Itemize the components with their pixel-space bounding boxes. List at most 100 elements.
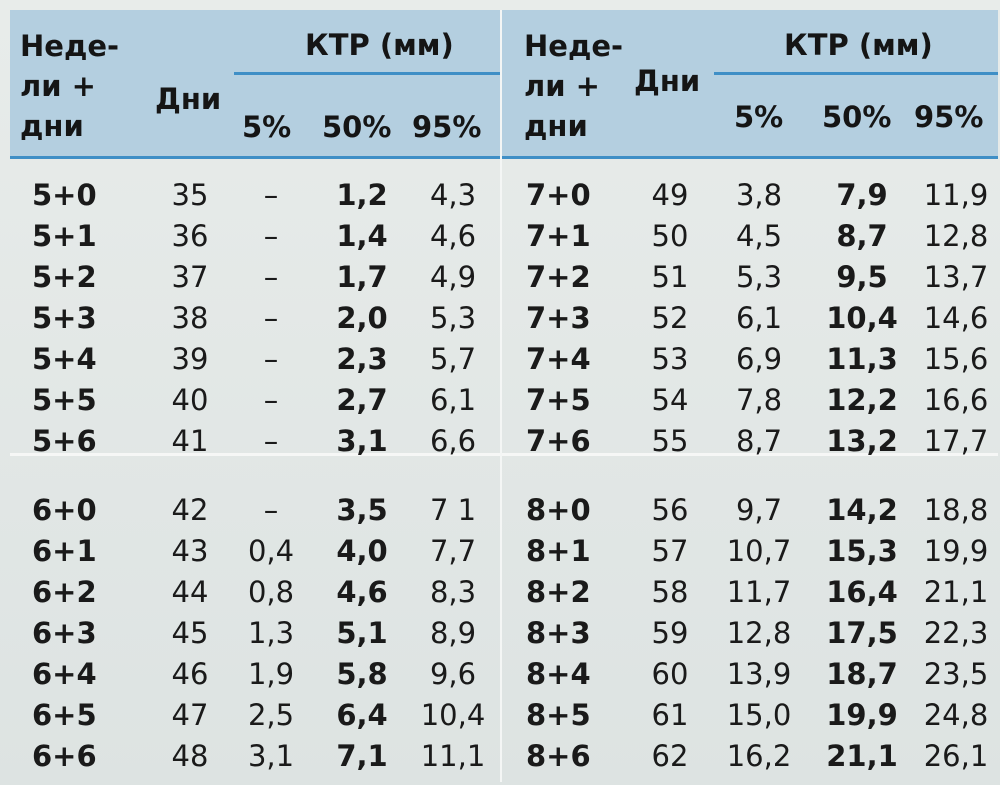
cell-days: 59 [651, 616, 689, 650]
table-row: 6+4 46 1,9 5,8 9,6 [10, 654, 500, 695]
table-row: 7+6 55 8,7 13,2 17,7 [502, 421, 998, 462]
cell-p95: 4,6 [429, 219, 477, 253]
cell-p5: – [263, 219, 279, 253]
header-p5: 5% [242, 110, 292, 144]
cell-days: 37 [171, 260, 209, 294]
cell-days: 47 [171, 698, 209, 732]
cell-p5: – [263, 424, 279, 458]
cell-days: 56 [651, 493, 689, 527]
column-divider [500, 10, 502, 782]
cell-p5: 2,5 [247, 698, 295, 732]
cell-p5: 0,8 [247, 575, 295, 609]
header-p95: 95% [412, 110, 482, 144]
cell-week: 7+5 [526, 383, 591, 417]
cell-days: 53 [651, 342, 689, 376]
table-row: 5+6 41 – 3,1 6,6 [10, 421, 500, 462]
cell-p50: 2,3 [336, 342, 388, 376]
cell-p50: 8,7 [836, 219, 888, 253]
cell-p95: 23,5 [923, 657, 989, 691]
cell-p5: 10,7 [726, 534, 792, 568]
cell-p5: 1,9 [247, 657, 295, 691]
cell-days: 61 [651, 698, 689, 732]
cell-p50: 5,8 [336, 657, 388, 691]
cell-p95: 9,6 [429, 657, 477, 691]
cell-p5: 3,1 [247, 739, 295, 773]
cell-p95: 8,3 [429, 575, 477, 609]
header-ktr: КТР (мм) [305, 28, 454, 62]
cell-p95: 5,7 [429, 342, 477, 376]
cell-p5: 8,7 [735, 424, 783, 458]
cell-days: 46 [171, 657, 209, 691]
cell-week: 5+6 [32, 424, 97, 458]
header-subdivider [714, 72, 998, 75]
table-row: 6+3 45 1,3 5,1 8,9 [10, 613, 500, 654]
cell-p5: 4,5 [735, 219, 783, 253]
cell-days: 40 [171, 383, 209, 417]
table-row: 6+6 48 3,1 7,1 11,1 [10, 736, 500, 777]
cell-p5: 0,4 [247, 534, 295, 568]
cell-week: 6+6 [32, 739, 97, 773]
cell-days: 38 [171, 301, 209, 335]
cell-days: 49 [651, 178, 689, 212]
table-row: 6+2 44 0,8 4,6 8,3 [10, 572, 500, 613]
cell-p5: 6,1 [735, 301, 783, 335]
header-underline [502, 156, 998, 159]
cell-week: 8+0 [526, 493, 591, 527]
table-row: 5+2 37 – 1,7 4,9 [10, 257, 500, 298]
cell-p95: 26,1 [923, 739, 989, 773]
cell-week: 5+3 [32, 301, 97, 335]
cell-p95: 5,3 [429, 301, 477, 335]
cell-p5: – [263, 493, 279, 527]
cell-p5: – [263, 383, 279, 417]
header-p50: 50% [822, 100, 892, 134]
cell-p50: 3,1 [336, 424, 388, 458]
cell-week: 8+2 [526, 575, 591, 609]
cell-week: 7+4 [526, 342, 591, 376]
cell-week: 8+6 [526, 739, 591, 773]
header-subdivider [234, 72, 500, 75]
cell-p5: – [263, 260, 279, 294]
cell-p50: 7,9 [836, 178, 888, 212]
cell-days: 45 [171, 616, 209, 650]
cell-p50: 13,2 [826, 424, 898, 458]
cell-p95: 6,1 [429, 383, 477, 417]
cell-p50: 2,7 [336, 383, 388, 417]
cell-week: 5+5 [32, 383, 97, 417]
cell-p95: 19,9 [923, 534, 989, 568]
cell-p5: 11,7 [726, 575, 792, 609]
table-row: 8+5 61 15,0 19,9 24,8 [502, 695, 998, 736]
cell-p95: 7,7 [429, 534, 477, 568]
cell-p95: 18,8 [923, 493, 989, 527]
cell-week: 6+3 [32, 616, 97, 650]
cell-p5: 13,9 [726, 657, 792, 691]
table-row: 5+4 39 – 2,3 5,7 [10, 339, 500, 380]
table-row: 5+0 35 – 1,2 4,3 [10, 175, 500, 216]
cell-p95: 8,9 [429, 616, 477, 650]
cell-p50: 1,7 [336, 260, 388, 294]
table-row: 8+3 59 12,8 17,5 22,3 [502, 613, 998, 654]
cell-p95: 15,6 [923, 342, 989, 376]
cell-p50: 17,5 [826, 616, 898, 650]
table-row: 5+5 40 – 2,7 6,1 [10, 380, 500, 421]
cell-p5: – [263, 342, 279, 376]
cell-p5: 16,2 [726, 739, 792, 773]
table-row: 5+3 38 – 2,0 5,3 [10, 298, 500, 339]
header-days: Дни [634, 64, 701, 98]
cell-p95: 14,6 [923, 301, 989, 335]
cell-days: 58 [651, 575, 689, 609]
cell-p50: 19,9 [826, 698, 898, 732]
table-row: 7+2 51 5,3 9,5 13,7 [502, 257, 998, 298]
table-header: Неде- ли + дни Дни КТР (мм) 5% 50% 95% [10, 10, 500, 158]
cell-p5: 9,7 [735, 493, 783, 527]
cell-week: 7+6 [526, 424, 591, 458]
cell-week: 7+3 [526, 301, 591, 335]
table-row: 7+5 54 7,8 12,2 16,6 [502, 380, 998, 421]
table-header: Неде- ли + дни Дни КТР (мм) 5% 50% 95% [502, 10, 998, 158]
cell-days: 50 [651, 219, 689, 253]
cell-p50: 12,2 [826, 383, 898, 417]
header-ktr: КТР (мм) [784, 28, 933, 62]
cell-week: 6+0 [32, 493, 97, 527]
cell-days: 44 [171, 575, 209, 609]
cell-days: 54 [651, 383, 689, 417]
